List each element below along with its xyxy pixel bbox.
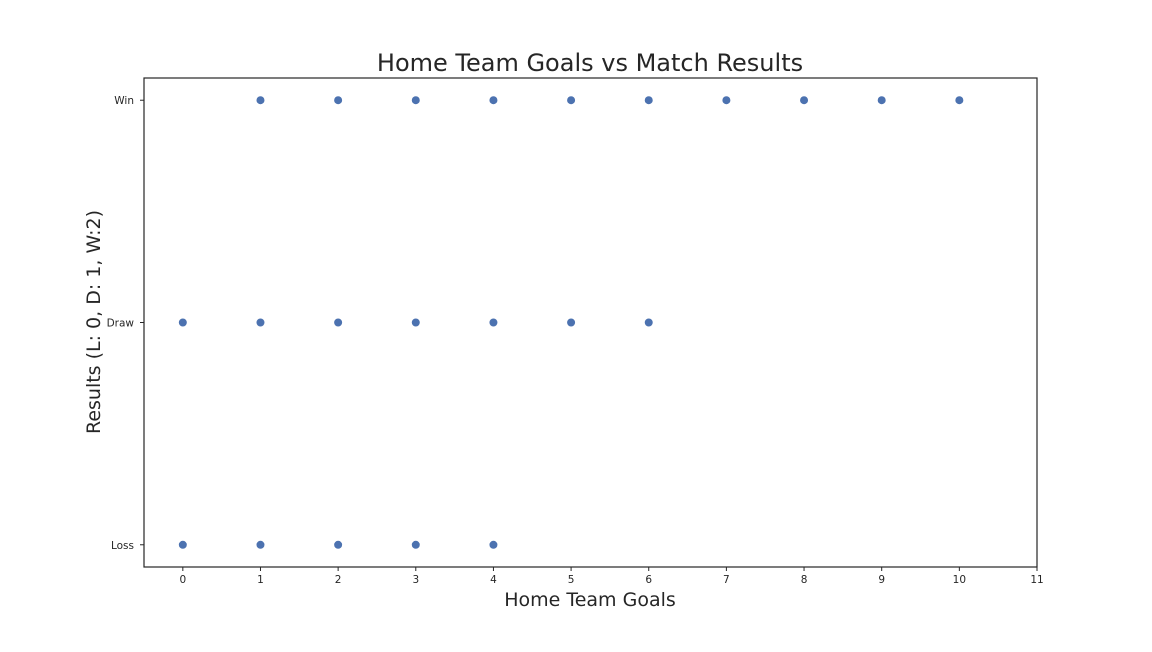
chart-title: Home Team Goals vs Match Results (377, 49, 803, 77)
data-point (489, 540, 498, 549)
data-point (955, 96, 964, 105)
data-point (256, 318, 265, 327)
x-tick-labels: 0 1 2 3 4 5 6 7 8 9 10 11 (179, 567, 1044, 586)
x-tick-label: 7 (723, 574, 730, 586)
x-tick-label: 5 (568, 574, 575, 586)
x-tick-label: 2 (335, 574, 342, 586)
x-tick-label: 8 (801, 574, 808, 586)
data-point (567, 318, 576, 327)
data-point (334, 318, 343, 327)
data-point (722, 96, 731, 105)
data-point (256, 540, 265, 549)
data-point (489, 318, 498, 327)
data-point (334, 96, 343, 105)
x-tick-label: 6 (645, 574, 652, 586)
x-tick-label: 4 (490, 574, 497, 586)
data-point (334, 540, 343, 549)
data-point (489, 96, 498, 105)
x-axis-label: Home Team Goals (504, 589, 676, 611)
y-tick-label: Loss (111, 540, 134, 552)
data-point (411, 318, 420, 327)
data-point (800, 96, 809, 105)
y-axis-label: Results (L: 0, D: 1, W:2) (83, 210, 105, 434)
y-tick-label: Win (114, 95, 134, 107)
data-point (178, 318, 187, 327)
x-tick-label: 9 (878, 574, 885, 586)
data-point (567, 96, 576, 105)
x-tick-label: 3 (412, 574, 419, 586)
data-point (411, 540, 420, 549)
x-tick-label: 11 (1030, 574, 1043, 586)
x-tick-label: 0 (179, 574, 186, 586)
y-tick-labels: Loss Draw Win (107, 95, 144, 552)
x-tick-label: 1 (257, 574, 264, 586)
data-point (411, 96, 420, 105)
data-points (178, 96, 964, 549)
data-point (178, 540, 187, 549)
data-point (256, 96, 265, 105)
y-tick-label: Draw (107, 318, 135, 330)
x-tick-label: 10 (953, 574, 966, 586)
data-point (644, 96, 653, 105)
data-point (644, 318, 653, 327)
plot-area-frame (143, 77, 1038, 568)
data-point (877, 96, 886, 105)
